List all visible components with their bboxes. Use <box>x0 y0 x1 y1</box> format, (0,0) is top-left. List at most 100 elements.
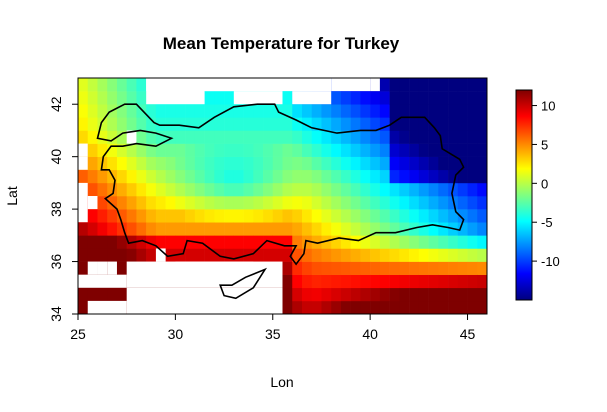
heatmap-cell <box>224 222 235 236</box>
heatmap-cell <box>321 274 332 289</box>
missing-cell <box>87 196 98 210</box>
heatmap-cell <box>370 169 381 184</box>
heatmap-cell <box>243 209 254 223</box>
heatmap-cell <box>243 130 254 144</box>
heatmap-cell <box>126 143 137 157</box>
missing-cell <box>97 261 108 275</box>
heatmap-cell <box>418 274 429 289</box>
heatmap-cell <box>243 235 254 249</box>
heatmap-cell <box>340 209 351 223</box>
heatmap-cell <box>97 91 108 105</box>
heatmap-cell <box>399 287 410 302</box>
heatmap-cell <box>253 196 264 210</box>
heatmap-cell <box>418 78 429 92</box>
heatmap-cell <box>311 235 322 249</box>
heatmap-cell <box>467 261 478 275</box>
heatmap-cell <box>428 104 439 118</box>
heatmap-cell <box>165 222 176 236</box>
heatmap-cell <box>97 169 108 184</box>
heatmap-cell <box>116 261 127 275</box>
heatmap-cell <box>292 235 303 249</box>
missing-cell <box>78 274 127 288</box>
heatmap-cell <box>331 143 342 157</box>
heatmap-cell <box>350 274 361 289</box>
heatmap-cell <box>360 235 371 249</box>
heatmap-cell <box>136 196 147 210</box>
heatmap-cell <box>467 235 478 249</box>
heatmap-cell <box>107 91 118 105</box>
heatmap-cell <box>331 182 342 197</box>
heatmap-cell <box>379 287 390 302</box>
heatmap-cell <box>282 248 293 262</box>
heatmap-cell <box>477 196 487 210</box>
heatmap-cell <box>126 104 137 118</box>
heatmap-cell <box>175 248 186 262</box>
heatmap-cell <box>282 91 293 105</box>
heatmap-cell <box>389 143 400 157</box>
heatmap-cell <box>379 182 390 197</box>
heatmap-cell <box>224 104 235 118</box>
heatmap-cell <box>165 196 176 210</box>
heatmap-cell <box>399 104 410 118</box>
heatmap-cell <box>457 274 468 289</box>
heatmap-cell <box>292 143 303 157</box>
heatmap-cell <box>282 117 293 131</box>
heatmap-cell <box>321 235 332 249</box>
heatmap-cell <box>136 78 147 92</box>
heatmap-cell <box>360 156 371 171</box>
heatmap-cell <box>428 261 439 275</box>
heatmap-cell <box>418 156 429 171</box>
heatmap-cell <box>321 169 332 184</box>
heatmap-cell <box>467 130 478 144</box>
heatmap-cell <box>126 78 137 92</box>
heatmap-cell <box>165 182 176 197</box>
missing-cell <box>78 143 88 157</box>
heatmap-cell <box>107 182 118 197</box>
heatmap-cell <box>438 235 449 249</box>
heatmap-cell <box>448 261 459 275</box>
heatmap-cell <box>379 209 390 223</box>
heatmap-cell <box>97 143 108 157</box>
heatmap-cell <box>448 287 459 302</box>
heatmap-cell <box>214 91 225 105</box>
heatmap-cell <box>350 130 361 144</box>
heatmap-cell <box>233 182 244 197</box>
heatmap-cell <box>194 143 205 157</box>
heatmap-cell <box>438 300 449 314</box>
heatmap-cell <box>457 117 468 131</box>
heatmap-cell <box>204 143 215 157</box>
heatmap-cell <box>126 222 137 236</box>
heatmap-cell <box>301 182 313 197</box>
heatmap-cell <box>360 182 371 197</box>
heatmap-cell <box>428 143 439 157</box>
heatmap-cell <box>418 91 429 105</box>
missing-cell <box>126 287 283 314</box>
heatmap-cell <box>78 104 89 118</box>
missing-cells <box>78 78 380 314</box>
heatmap-cell <box>214 182 225 197</box>
heatmap-cell <box>399 91 410 105</box>
colorbar: -10 -5 0 5 10 <box>515 89 560 301</box>
heatmap-cell <box>224 169 235 184</box>
missing-cell <box>146 78 332 92</box>
heatmap-cell <box>477 248 487 262</box>
heatmap-cell <box>78 235 89 249</box>
heatmap-cell <box>292 261 303 275</box>
heatmap-cell <box>350 287 361 302</box>
heatmap-cell <box>370 104 381 118</box>
heatmap-cell <box>126 117 137 131</box>
heatmap-cell <box>350 104 361 118</box>
missing-cell <box>155 248 166 262</box>
heatmap-cell <box>136 130 147 144</box>
heatmap-cell <box>272 169 283 184</box>
heatmap-cell <box>477 182 487 197</box>
heatmap-cell <box>194 104 205 118</box>
heatmap-cell <box>350 196 361 210</box>
heatmap-cell <box>379 143 390 157</box>
x-tick-label: 30 <box>168 326 184 342</box>
heatmap-cell <box>243 143 254 157</box>
heatmap-cell <box>116 130 127 144</box>
heatmap-cell <box>263 248 274 262</box>
heatmap-cell <box>126 91 137 105</box>
heatmap-cell <box>360 261 371 275</box>
